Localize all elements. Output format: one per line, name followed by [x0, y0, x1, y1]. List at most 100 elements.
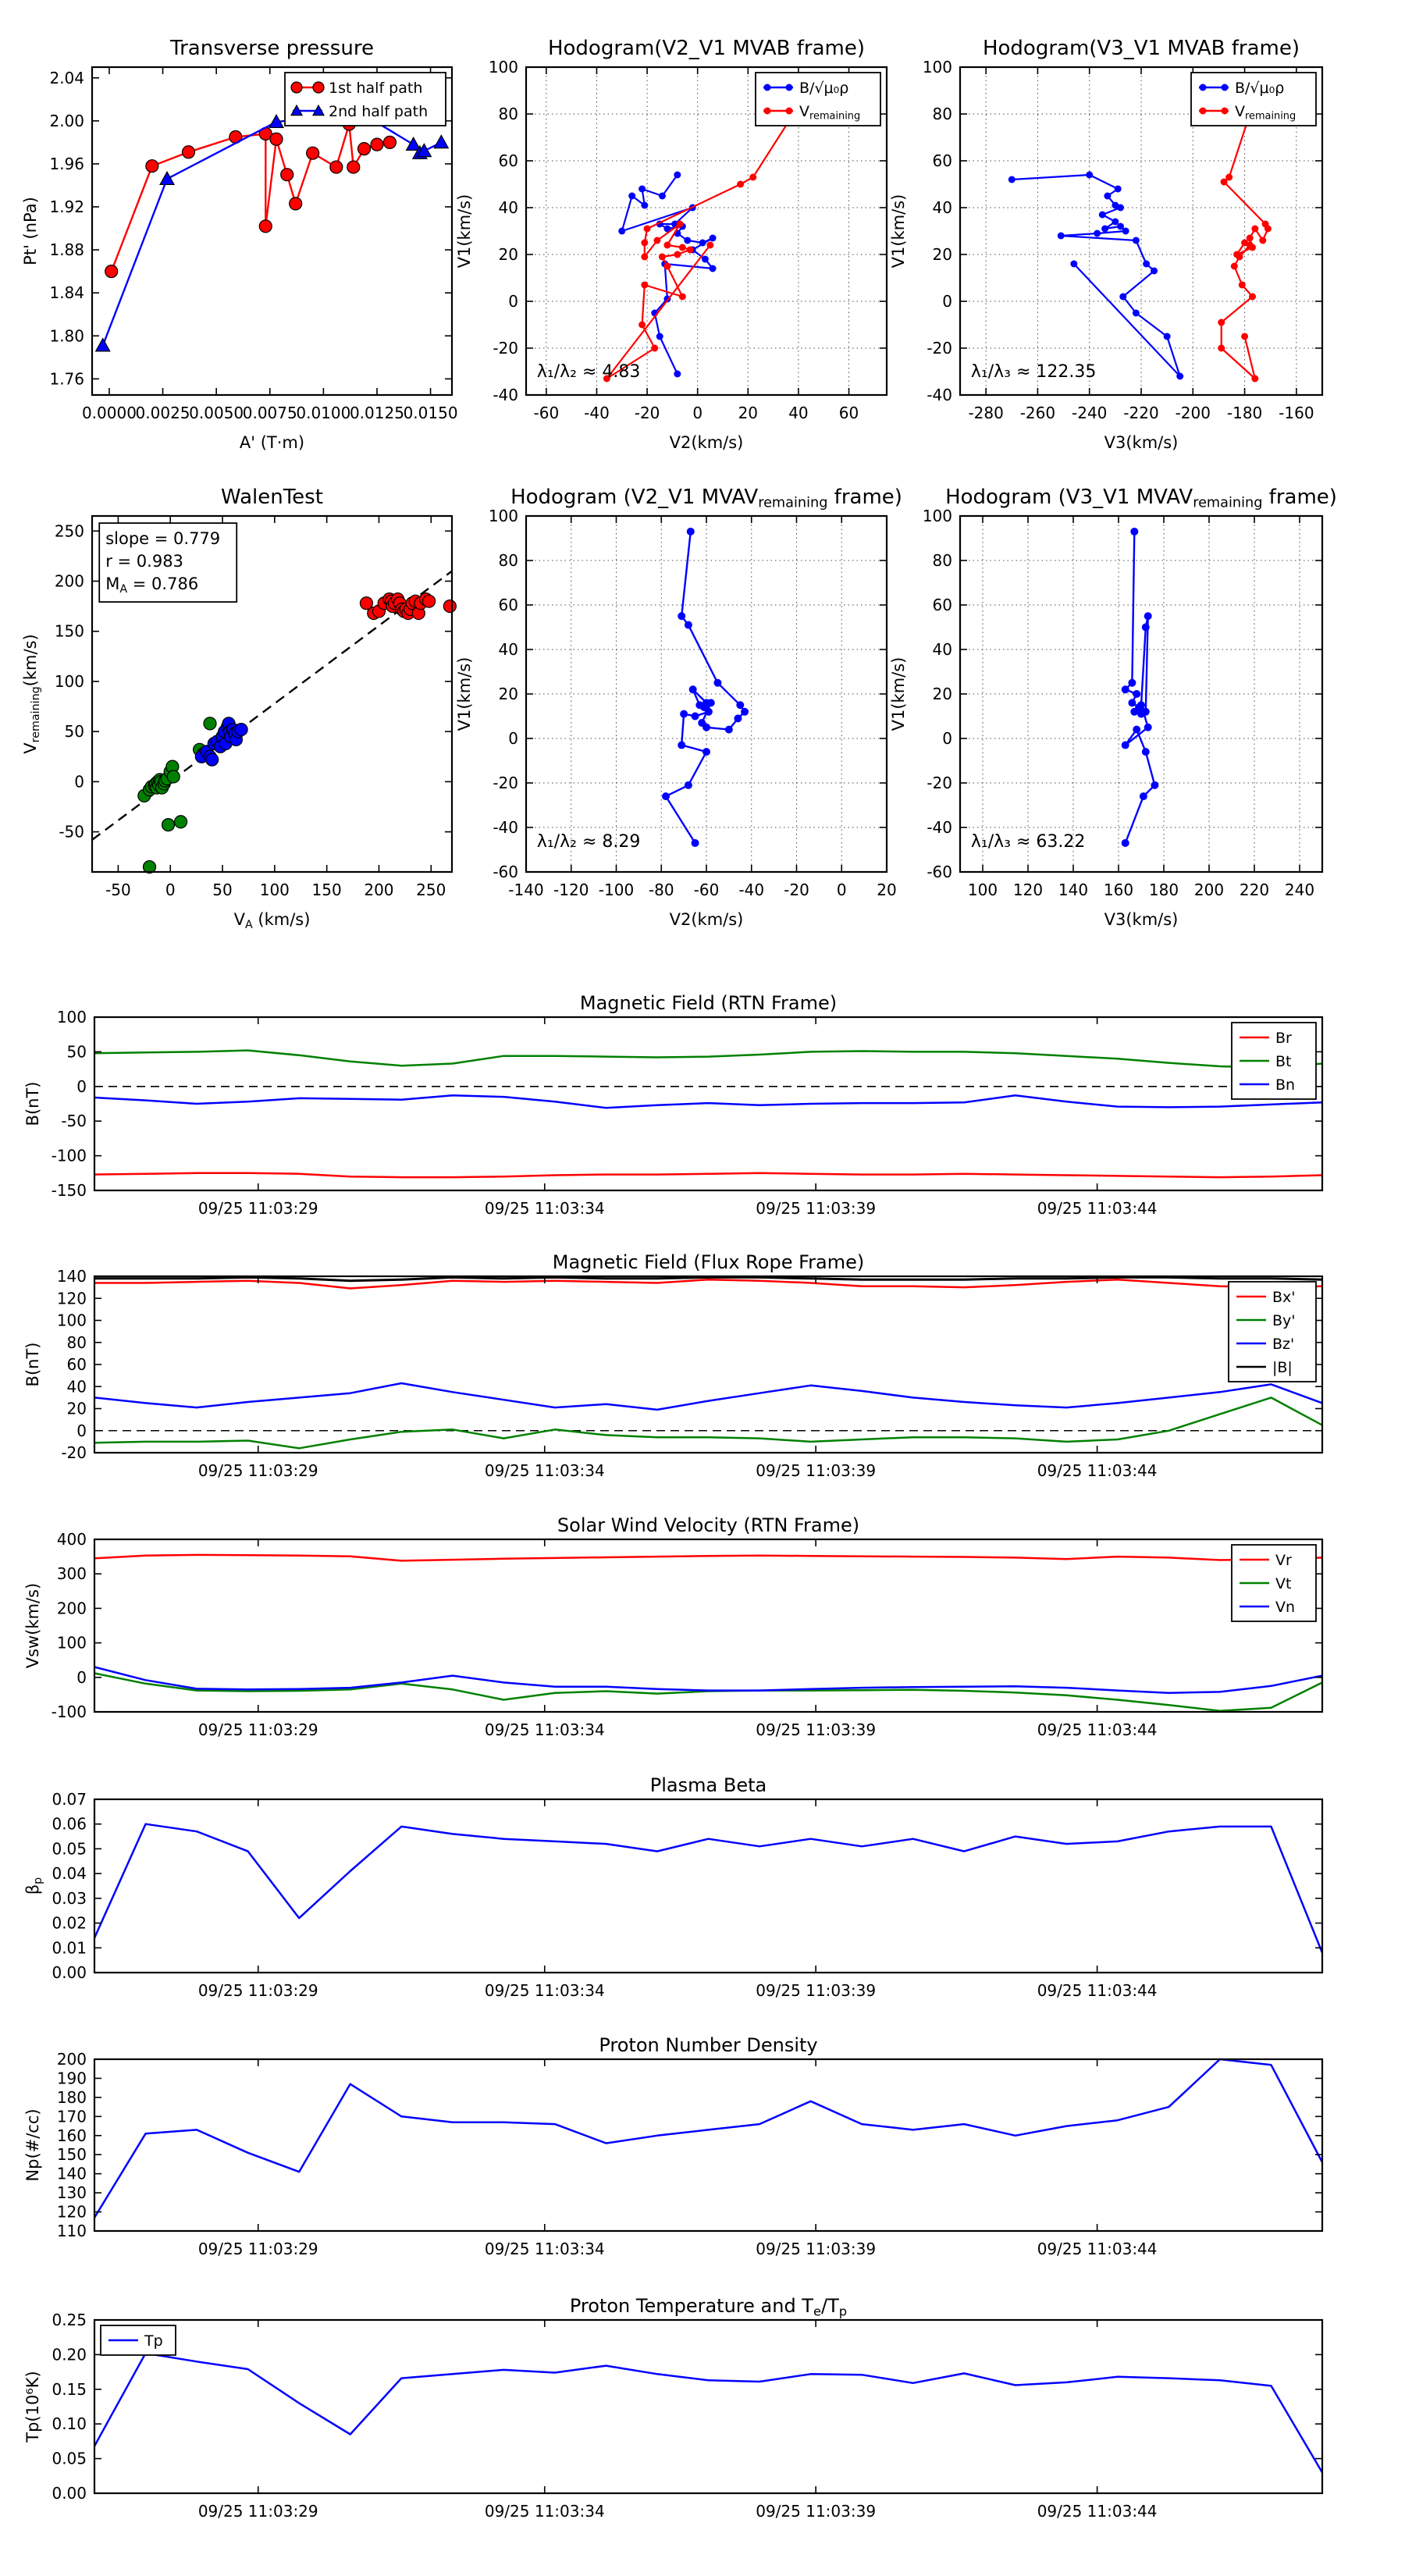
svg-text:-20: -20	[784, 881, 809, 899]
svg-text:0.0025: 0.0025	[136, 404, 190, 422]
svg-text:Hodogram(V3_V1 MVAB frame): Hodogram(V3_V1 MVAB frame)	[983, 37, 1300, 60]
svg-text:100: 100	[489, 507, 518, 525]
svg-text:20: 20	[67, 1400, 87, 1418]
svg-text:20: 20	[499, 685, 518, 703]
svg-text:-40: -40	[927, 386, 952, 404]
svg-text:Magnetic Field (Flux Rope Fram: Magnetic Field (Flux Rope Frame)	[553, 1251, 864, 1273]
svg-text:λ₁/λ₃ ≈ 63.22: λ₁/λ₃ ≈ 63.22	[971, 832, 1086, 852]
svg-text:0: 0	[508, 729, 518, 748]
svg-text:-40: -40	[927, 818, 952, 837]
svg-text:λ₁/λ₂ ≈ 4.83: λ₁/λ₂ ≈ 4.83	[537, 362, 641, 382]
svg-text:0: 0	[76, 1077, 87, 1096]
svg-text:B(nT): B(nT)	[23, 1343, 42, 1387]
svg-text:Transverse pressure: Transverse pressure	[169, 37, 374, 60]
svg-text:-100: -100	[599, 881, 634, 899]
svg-text:09/25 11:03:39: 09/25 11:03:39	[756, 1981, 876, 2000]
svg-text:240: 240	[1285, 881, 1314, 899]
svg-text:-60: -60	[927, 863, 952, 881]
svg-text:βp: βp	[23, 1877, 44, 1895]
svg-text:160: 160	[1104, 881, 1133, 899]
svg-text:|B|: |B|	[1272, 1359, 1293, 1376]
svg-text:-40: -40	[493, 386, 518, 404]
svg-text:40: 40	[67, 1377, 87, 1396]
svg-text:Tp(10⁶K): Tp(10⁶K)	[23, 2371, 42, 2443]
svg-text:20: 20	[499, 245, 518, 264]
svg-text:09/25 11:03:39: 09/25 11:03:39	[756, 2240, 876, 2258]
chart-hodogram-v3v1-mvav: 100 120 140 160 180 200 220 240 -60 -40 -20 0 20 40 60…	[889, 486, 1337, 929]
svg-text:-100: -100	[52, 1703, 87, 1721]
svg-text:80: 80	[499, 551, 518, 570]
svg-text:0: 0	[165, 881, 176, 899]
svg-text:0.05: 0.05	[52, 1839, 87, 1858]
svg-text:200: 200	[57, 2050, 87, 2069]
chart-hodogram-v3v1-mvab: -280 -260 -240 -220 -200 -180 -160-40-20020406…	[889, 37, 1324, 452]
svg-text:09/25 11:03:39: 09/25 11:03:39	[756, 1720, 876, 1739]
svg-text:slope = 0.779: slope = 0.779	[105, 529, 220, 548]
svg-text:40: 40	[499, 640, 518, 659]
svg-text:200: 200	[57, 1599, 87, 1617]
svg-text:120: 120	[57, 1289, 87, 1308]
svg-text:0.07: 0.07	[52, 1790, 87, 1809]
chart-proton-temp: 09/25 11:03:29 09/25 11:03:34 09/25 11:03:…	[23, 2295, 1324, 2521]
svg-text:09/25 11:03:34: 09/25 11:03:34	[485, 1199, 605, 1218]
svg-text:B/√μ₀ρ: B/√μ₀ρ	[1235, 80, 1284, 97]
svg-text:-240: -240	[1072, 404, 1107, 422]
svg-text:09/25 11:03:44: 09/25 11:03:44	[1037, 1720, 1158, 1739]
chart-proton-density: 09/25 11:03:29 09/25 11:03:34 09/25 11:03:…	[23, 2034, 1324, 2258]
svg-text:50: 50	[65, 722, 84, 741]
svg-text:-40: -40	[493, 818, 518, 837]
svg-text:09/25 11:03:34: 09/25 11:03:34	[485, 1981, 605, 2000]
svg-text:150: 150	[55, 622, 84, 641]
svg-text:150: 150	[312, 881, 342, 899]
svg-text:60: 60	[839, 404, 859, 422]
svg-text:-120: -120	[553, 881, 589, 899]
svg-text:09/25 11:03:29: 09/25 11:03:29	[198, 1981, 318, 2000]
svg-text:0.06: 0.06	[52, 1815, 87, 1834]
svg-text:140: 140	[57, 1267, 87, 1286]
svg-text:Vremaining: Vremaining	[1235, 103, 1296, 122]
svg-text:-60: -60	[534, 404, 560, 422]
svg-text:Proton Temperature and Te/Tp: Proton Temperature and Te/Tp	[570, 2295, 847, 2318]
svg-text:0.0125: 0.0125	[350, 404, 404, 422]
svg-text:0: 0	[76, 1668, 87, 1687]
svg-text:-60: -60	[493, 863, 518, 881]
svg-text:Bz': Bz'	[1272, 1336, 1294, 1353]
svg-text:100: 100	[260, 881, 290, 899]
svg-text:09/25 11:03:34: 09/25 11:03:34	[485, 1461, 605, 1480]
svg-text:100: 100	[57, 1311, 87, 1330]
svg-text:0.10: 0.10	[52, 2414, 87, 2433]
svg-text:2nd half path: 2nd half path	[329, 103, 428, 120]
svg-text:160: 160	[57, 2126, 87, 2145]
svg-text:1.76: 1.76	[49, 369, 84, 388]
svg-text:Br: Br	[1275, 1030, 1292, 1047]
svg-text:0: 0	[837, 881, 847, 899]
svg-text:WalenTest: WalenTest	[221, 486, 323, 509]
svg-text:20: 20	[877, 881, 896, 899]
svg-text:0.01: 0.01	[52, 1938, 87, 1957]
chart-walen-test: -50 0 50 100 150 200 250 -50 0 50 100 150 200 250 Wale…	[21, 486, 457, 931]
svg-text:V1(km/s): V1(km/s)	[889, 657, 908, 731]
svg-text:200: 200	[1194, 881, 1224, 899]
svg-text:09/25 11:03:29: 09/25 11:03:29	[198, 1720, 318, 1739]
svg-text:40: 40	[499, 198, 518, 217]
svg-text:λ₁/λ₃ ≈ 122.35: λ₁/λ₃ ≈ 122.35	[971, 362, 1097, 382]
svg-text:20: 20	[933, 245, 952, 264]
svg-text:140: 140	[1058, 881, 1088, 899]
chart-solar-wind: 09/25 11:03:29 09/25 11:03:34 09/25 11:03:…	[23, 1514, 1324, 1739]
svg-text:09/25 11:03:39: 09/25 11:03:39	[756, 1199, 876, 1218]
svg-text:-50: -50	[105, 881, 131, 899]
svg-text:60: 60	[499, 596, 518, 614]
svg-text:100: 100	[923, 507, 952, 525]
svg-text:r = 0.983: r = 0.983	[105, 552, 183, 571]
chart-hodogram-v2v1-mvav: -140 -120 -100 -80 -60 -40 -20 0 20 -60 -40 -20 0 20 4…	[455, 486, 902, 929]
svg-text:0: 0	[692, 404, 702, 422]
svg-text:-20: -20	[493, 339, 518, 358]
svg-text:170: 170	[57, 2107, 87, 2126]
svg-text:150: 150	[57, 2145, 87, 2164]
svg-text:100: 100	[923, 58, 952, 76]
svg-text:2.04: 2.04	[49, 69, 84, 87]
svg-text:-220: -220	[1123, 404, 1158, 422]
svg-text:-260: -260	[1020, 404, 1055, 422]
